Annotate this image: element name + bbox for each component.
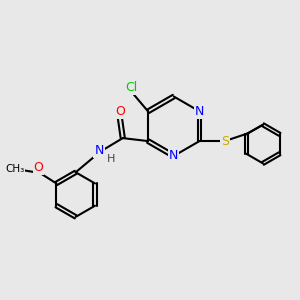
Text: N: N [169, 149, 178, 162]
Text: H: H [107, 154, 115, 164]
Text: N: N [94, 143, 104, 157]
Text: S: S [221, 135, 229, 148]
Text: N: N [195, 105, 204, 118]
Text: O: O [34, 161, 44, 174]
Text: O: O [115, 106, 125, 118]
Text: CH₃: CH₃ [5, 164, 24, 174]
Text: Cl: Cl [126, 81, 138, 94]
